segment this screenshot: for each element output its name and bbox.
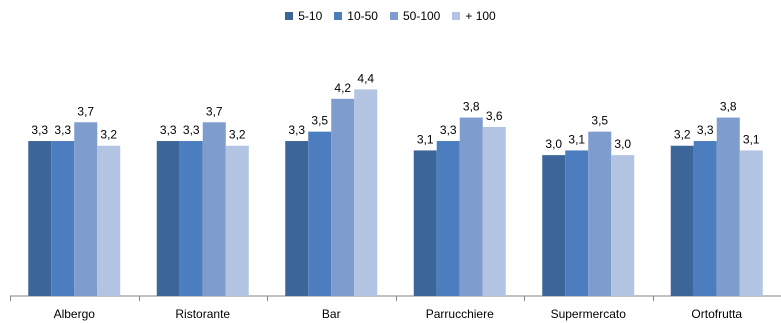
bar-bar-series-0 — [285, 141, 309, 296]
data-label: 3,2 — [674, 128, 691, 142]
legend-label-10-50: 10-50 — [347, 9, 378, 23]
bar-albergo-series-0 — [28, 141, 52, 296]
data-label: 3,8 — [720, 100, 737, 114]
legend-item-10-50: 10-50 — [334, 9, 378, 23]
data-label: 3,1 — [417, 132, 434, 146]
legend-label-50-100: 50-100 — [402, 9, 441, 23]
bar-bar-series-3 — [354, 89, 378, 297]
data-label: 3,2 — [229, 128, 246, 142]
legend-swatch-10-50 — [334, 12, 343, 20]
legend-swatch-50-100 — [389, 12, 398, 20]
bar-albergo-series-1 — [51, 141, 75, 296]
data-label: 3,6 — [486, 109, 503, 123]
legend-item-5-10: 5-10 — [285, 9, 322, 23]
data-label: 4,4 — [357, 71, 374, 85]
data-label: 3,3 — [440, 123, 457, 137]
bar-albergo-series-2 — [74, 122, 98, 297]
data-label: 3,1 — [743, 132, 760, 146]
data-label: 3,3 — [54, 123, 71, 137]
data-label: 3,7 — [77, 104, 94, 118]
data-label: 3,1 — [568, 132, 585, 146]
bar-supermercato-series-1 — [565, 150, 589, 296]
legend-label-100-plus: + 100 — [465, 9, 496, 23]
x-tick-label-ristorante: Ristorante — [175, 307, 230, 321]
data-label: 3,2 — [100, 128, 117, 142]
data-label: 3,0 — [614, 137, 631, 151]
bar-parrucchiere-series-1 — [436, 141, 460, 296]
bar-ristorante-series-3 — [225, 145, 249, 296]
data-label: 3,8 — [463, 100, 480, 114]
data-label: 4,2 — [334, 81, 351, 95]
bar-albergo-series-3 — [97, 145, 121, 296]
bar-supermercato-series-3 — [611, 155, 635, 296]
bar-ortofrutta-series-3 — [739, 150, 763, 296]
x-tick-label-supermercato: Supermercato — [551, 307, 627, 321]
x-tick-label-ortofrutta: Ortofrutta — [691, 307, 742, 321]
bar-ortofrutta-series-2 — [716, 117, 740, 296]
bar-ortofrutta-series-1 — [693, 141, 717, 296]
bar-ristorante-series-1 — [179, 141, 203, 296]
data-label: 3,7 — [206, 104, 223, 118]
x-tick-label-albergo: Albergo — [54, 307, 96, 321]
bar-parrucchiere-series-3 — [482, 126, 506, 297]
legend: 5-10 10-50 50-100 + 100 — [0, 9, 781, 23]
bar-bar-series-1 — [308, 131, 332, 296]
bar-parrucchiere-series-0 — [413, 150, 437, 296]
bar-ristorante-series-2 — [202, 122, 226, 297]
bar-ortofrutta-series-0 — [670, 145, 694, 296]
x-tick-label-bar: Bar — [322, 307, 341, 321]
bar-supermercato-series-2 — [588, 131, 612, 296]
legend-item-50-100: 50-100 — [389, 9, 441, 23]
data-label: 3,5 — [311, 114, 328, 128]
data-label: 3,3 — [288, 123, 305, 137]
x-tick-label-parrucchiere: Parrucchiere — [426, 307, 494, 321]
legend-item-100-plus: + 100 — [452, 9, 496, 23]
bar-parrucchiere-series-2 — [459, 117, 483, 296]
data-label: 3,3 — [183, 123, 200, 137]
bar-supermercato-series-0 — [542, 155, 566, 296]
data-label: 3,3 — [697, 123, 714, 137]
data-label: 3,3 — [31, 123, 48, 137]
bar-ristorante-series-0 — [156, 141, 180, 296]
data-label: 3,5 — [591, 114, 608, 128]
legend-swatch-100-plus — [452, 12, 461, 20]
bar-bar-series-2 — [331, 98, 355, 296]
legend-swatch-5-10 — [285, 12, 294, 20]
data-label: 3,3 — [160, 123, 177, 137]
data-label: 3,0 — [545, 137, 562, 151]
legend-label-5-10: 5-10 — [298, 9, 323, 23]
